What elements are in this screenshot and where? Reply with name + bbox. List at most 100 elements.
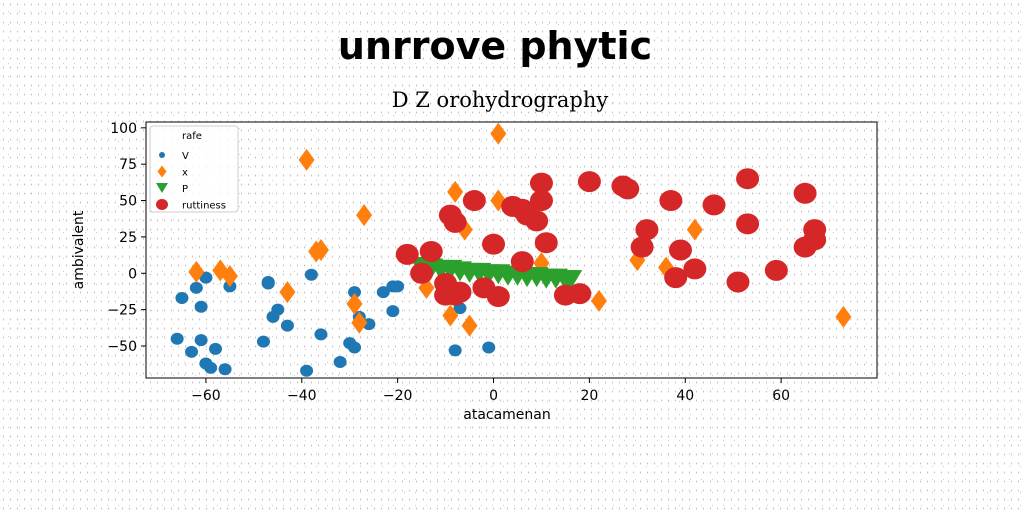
x-point bbox=[221, 265, 238, 288]
v-point bbox=[304, 268, 318, 281]
ruttiness-point bbox=[736, 213, 760, 235]
x-axis-label: atacamenan bbox=[463, 407, 551, 423]
chart-title: unrrove phytic bbox=[337, 24, 653, 68]
ruttiness-point bbox=[793, 182, 817, 204]
x-point bbox=[298, 148, 315, 171]
v-point bbox=[199, 271, 213, 284]
v-point bbox=[170, 332, 184, 345]
v-point bbox=[386, 305, 400, 318]
v-point bbox=[391, 280, 405, 293]
plot-frame bbox=[145, 121, 878, 379]
ruttiness-point bbox=[482, 233, 506, 255]
v-point bbox=[448, 344, 462, 357]
x-point bbox=[442, 304, 459, 327]
ruttiness-point bbox=[764, 259, 788, 281]
x-tick-label: 40 bbox=[676, 388, 694, 404]
x-point bbox=[686, 218, 703, 241]
x-tick-label: 0 bbox=[489, 388, 498, 404]
x-point bbox=[490, 122, 507, 145]
v-point bbox=[348, 341, 362, 354]
ruttiness-point bbox=[577, 171, 601, 193]
ruttiness-point bbox=[529, 172, 553, 194]
legend-label: V bbox=[182, 151, 189, 162]
x-point bbox=[447, 180, 464, 203]
v-point bbox=[194, 334, 208, 347]
legend-marker-v bbox=[159, 152, 165, 158]
ruttiness-point bbox=[736, 168, 760, 190]
x-tick-label: 20 bbox=[580, 388, 598, 404]
y-tick-label: 100 bbox=[110, 121, 137, 137]
v-point bbox=[271, 303, 285, 316]
v-point bbox=[300, 364, 314, 377]
ruttiness-point bbox=[726, 271, 750, 293]
x-point bbox=[461, 314, 478, 337]
x-point bbox=[356, 204, 373, 227]
v-point bbox=[482, 341, 496, 354]
x-tick-label: −40 bbox=[287, 388, 317, 404]
v-point bbox=[376, 286, 390, 299]
x-point bbox=[188, 260, 205, 283]
chart-subtitle: D Z orohydrography bbox=[391, 88, 609, 112]
x-tick-label: 60 bbox=[772, 388, 790, 404]
v-point bbox=[256, 335, 270, 348]
x-tick-label: −20 bbox=[383, 388, 413, 404]
x-point bbox=[312, 239, 329, 261]
ruttiness-point bbox=[419, 240, 443, 262]
ruttiness-point bbox=[534, 232, 558, 254]
y-tick-label: 50 bbox=[119, 194, 137, 210]
data-marks bbox=[170, 122, 852, 377]
legend-marker-ruttiness bbox=[156, 199, 168, 210]
legend-label: ruttiness bbox=[182, 201, 226, 212]
v-point bbox=[314, 328, 328, 341]
x-point bbox=[346, 292, 363, 315]
ruttiness-point bbox=[803, 229, 827, 251]
v-point bbox=[209, 342, 223, 355]
ruttiness-point bbox=[683, 258, 707, 280]
ruttiness-point bbox=[410, 262, 434, 284]
ruttiness-point bbox=[448, 281, 472, 303]
ruttiness-point bbox=[635, 219, 659, 241]
p-point bbox=[558, 270, 583, 291]
ruttiness-point bbox=[568, 283, 592, 305]
legend-marker-x bbox=[157, 165, 167, 178]
ruttiness-point bbox=[659, 190, 683, 212]
v-point bbox=[185, 345, 199, 358]
legend-marker-p bbox=[156, 183, 168, 193]
ruttiness-point bbox=[462, 190, 486, 212]
v-point bbox=[261, 276, 275, 288]
v-point bbox=[348, 286, 362, 299]
ruttiness-point bbox=[664, 267, 688, 289]
ruttiness-point bbox=[486, 286, 510, 308]
ruttiness-point bbox=[616, 178, 640, 200]
x-point bbox=[835, 305, 852, 328]
v-point bbox=[333, 356, 347, 368]
ruttiness-point bbox=[668, 239, 692, 261]
ruttiness-point bbox=[395, 243, 419, 265]
v-point bbox=[189, 281, 203, 294]
legend-label: P bbox=[182, 184, 188, 195]
y-tick-label: −50 bbox=[107, 339, 137, 355]
ruttiness-point bbox=[510, 251, 534, 273]
x-point bbox=[351, 311, 368, 334]
legend-label: x bbox=[182, 168, 188, 179]
y-axis-ticks: −50 −25 0 25 50 75 100 bbox=[107, 121, 146, 355]
v-point bbox=[175, 292, 189, 304]
x-point bbox=[279, 281, 296, 304]
ruttiness-point bbox=[525, 210, 549, 232]
legend-title: rafe bbox=[182, 131, 202, 142]
y-tick-label: 0 bbox=[128, 266, 137, 282]
v-point bbox=[194, 300, 208, 313]
ruttiness-point bbox=[529, 190, 553, 212]
y-axis-label: ambivalent bbox=[71, 210, 87, 289]
x-point bbox=[590, 289, 607, 312]
ruttiness-point bbox=[702, 194, 726, 216]
v-point bbox=[280, 319, 294, 332]
v-point bbox=[218, 363, 232, 376]
y-tick-label: −25 bbox=[107, 303, 137, 319]
x-axis-ticks: −60 −40 −20 0 20 40 60 bbox=[191, 378, 790, 404]
ruttiness-point bbox=[443, 211, 467, 233]
ruttiness-point bbox=[630, 236, 654, 258]
